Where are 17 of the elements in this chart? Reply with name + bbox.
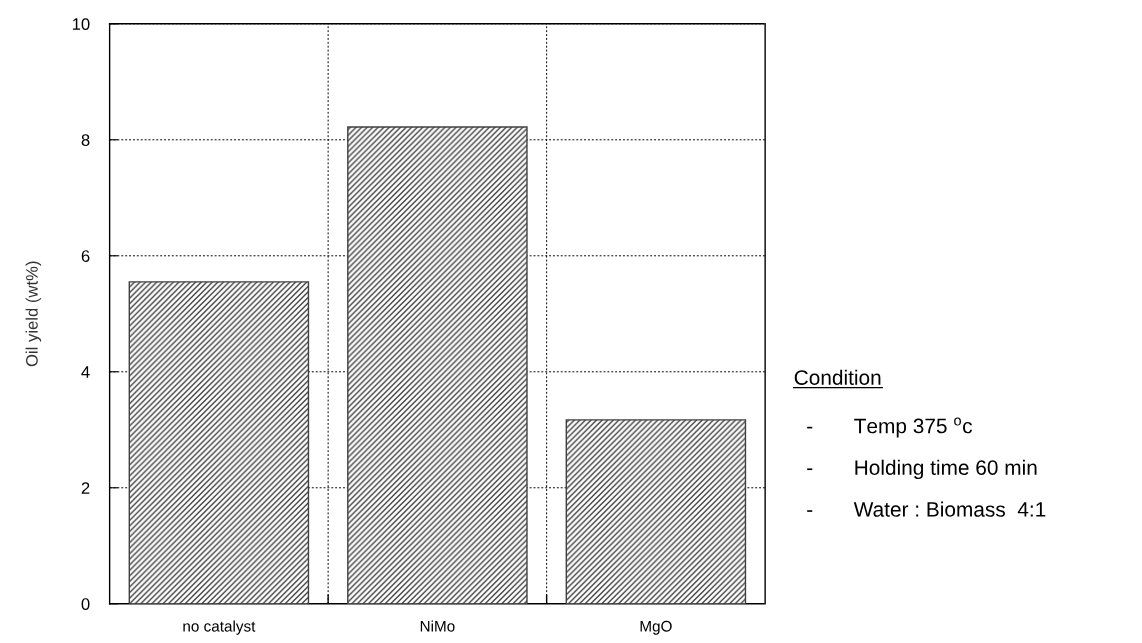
- bar: [565, 419, 747, 604]
- bar: [347, 126, 528, 604]
- text: - Water : Biomass 4:1: [807, 501, 1046, 517]
- y-tick-label: 10: [72, 18, 90, 30]
- text: - Temp 375 $^{o}$c: [807, 417, 973, 438]
- y-tick-label: 8: [81, 134, 90, 146]
- x-tick-label: no catalyst: [183, 620, 256, 635]
- x-tick-label: NiMo: [420, 620, 455, 632]
- bar: [128, 281, 310, 604]
- y-tick-label: 0: [81, 598, 90, 610]
- y-tick-label: 6: [81, 250, 90, 262]
- text: Condition: [794, 369, 881, 385]
- y-tick-label: 4: [81, 366, 90, 378]
- y-axis-title: Oil yield (wt%): [25, 261, 42, 367]
- x-tick-label: MgO: [640, 620, 672, 635]
- y-tick-label: 2: [81, 482, 90, 494]
- text: - Holding time 60 min: [807, 459, 1037, 480]
